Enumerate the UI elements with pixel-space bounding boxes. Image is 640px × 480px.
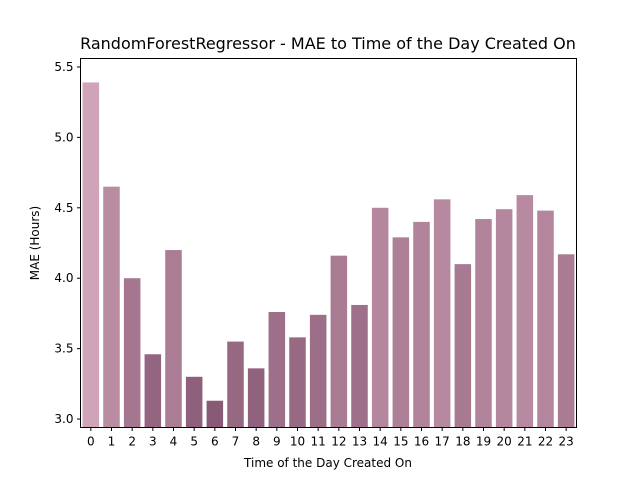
x-tick-label: 19 [476, 435, 491, 449]
x-tick-label: 14 [373, 435, 388, 449]
x-tick-label: 2 [128, 435, 136, 449]
bar-15 [392, 237, 410, 428]
y-axis-label: MAE (Hours) [28, 206, 42, 280]
x-tick-label: 4 [170, 435, 178, 449]
bar-16 [413, 221, 430, 428]
x-tick-label: 9 [273, 435, 281, 449]
bar-13 [351, 304, 368, 428]
bar-23 [557, 254, 575, 428]
x-tick-label: 8 [252, 435, 260, 449]
bar-6 [206, 400, 224, 428]
x-tick-label: 15 [393, 435, 408, 449]
bar-2 [123, 278, 141, 428]
x-ticks-group: 0 1 2 3 4 5 6 7 8 9 10 11 12 13 14 15 16 17 18 19 20 21 22 23 [87, 427, 574, 449]
bar-17 [433, 199, 451, 428]
x-tick-label: 10 [290, 435, 305, 449]
bar-1 [103, 186, 120, 428]
x-tick-label: 13 [352, 435, 367, 449]
bar-11 [309, 314, 327, 428]
x-tick-label: 17 [435, 435, 450, 449]
x-tick-label: 3 [149, 435, 157, 449]
x-tick-label: 18 [455, 435, 470, 449]
bar-22 [537, 210, 554, 428]
bar-5 [185, 376, 203, 428]
y-tick-label: 4.5 [54, 201, 73, 215]
x-tick-label: 11 [311, 435, 326, 449]
bar-18 [454, 264, 472, 428]
bar-0 [82, 82, 100, 428]
y-tick-label: 4.0 [54, 271, 73, 285]
x-tick-label: 1 [108, 435, 116, 449]
x-tick-label: 5 [190, 435, 198, 449]
x-axis-label: Time of the Day Created On [243, 456, 412, 470]
y-tick-label: 3.0 [54, 412, 73, 426]
bar-20 [495, 209, 513, 428]
y-ticks-group: 3.0 3.5 4.0 4.5 5.0 5.5 [54, 60, 81, 426]
x-tick-label: 21 [517, 435, 532, 449]
x-tick-label: 23 [559, 435, 574, 449]
bar-19 [475, 219, 492, 428]
y-tick-label: 3.5 [54, 342, 73, 356]
x-tick-label: 6 [211, 435, 219, 449]
bar-9 [268, 312, 286, 428]
bar-8 [247, 368, 265, 428]
x-tick-label: 12 [331, 435, 346, 449]
bars-group [82, 82, 575, 428]
bar-7 [227, 341, 244, 428]
y-tick-label: 5.0 [54, 130, 73, 144]
x-tick-label: 20 [497, 435, 512, 449]
plot-frame [80, 58, 577, 428]
bar-21 [516, 195, 534, 428]
x-tick-label: 16 [414, 435, 429, 449]
chart-title: RandomForestRegressor - MAE to Time of t… [80, 34, 576, 53]
y-tick-label: 5.5 [54, 60, 73, 74]
x-tick-label: 22 [538, 435, 553, 449]
bar-3 [144, 354, 162, 428]
x-tick-label: 7 [232, 435, 240, 449]
x-tick-label: 0 [87, 435, 95, 449]
bar-10 [289, 337, 306, 428]
bar-12 [330, 255, 348, 428]
bar-4 [165, 250, 182, 428]
bar-14 [371, 207, 389, 428]
